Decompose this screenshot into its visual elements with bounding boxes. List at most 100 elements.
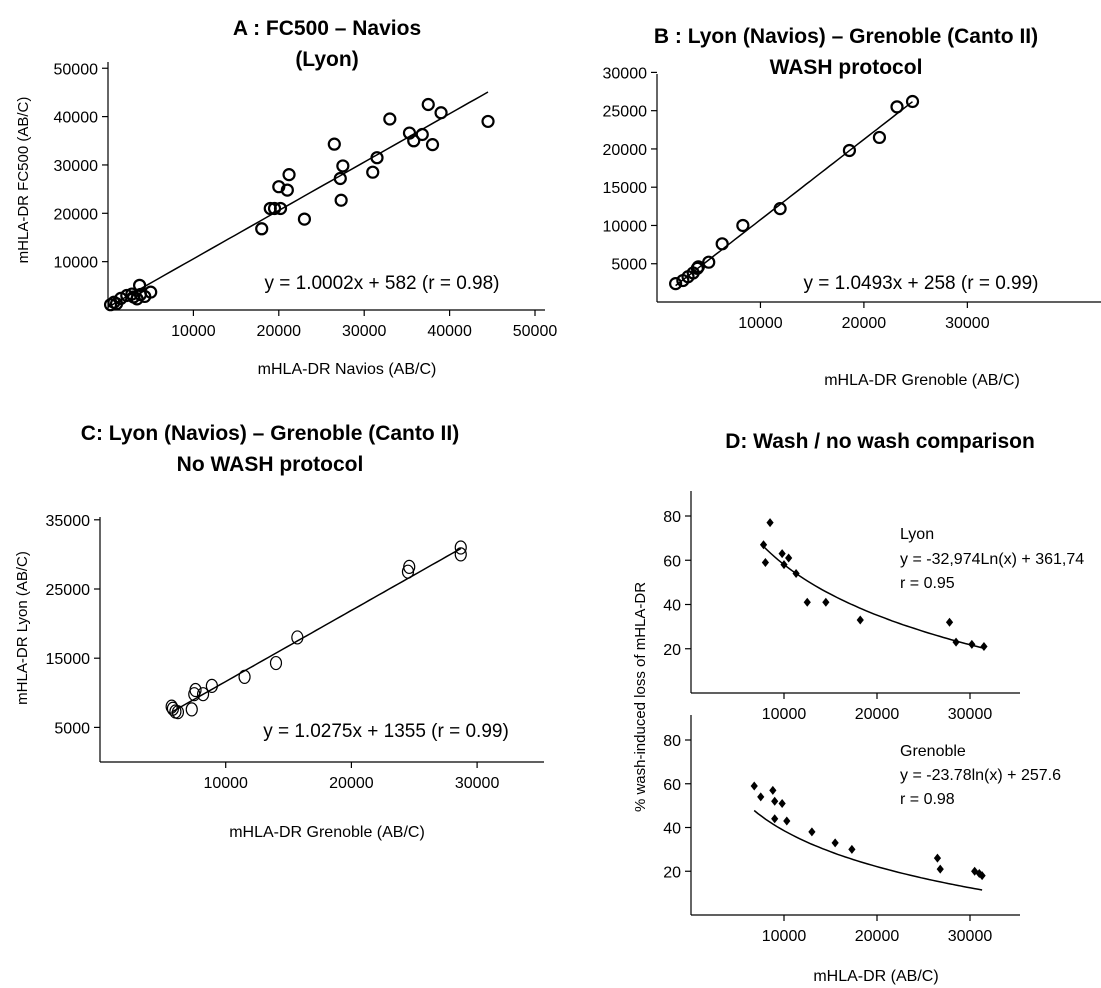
a-y-tick-label: 40000 <box>54 110 99 127</box>
d0-y-tick-label: 40 <box>663 598 681 615</box>
b-y-tick-label: 10000 <box>603 218 648 235</box>
data-point <box>831 838 839 848</box>
c-y-tick-label: 15000 <box>46 651 91 668</box>
panel-c-x-label: mHLA-DR Grenoble (AB/C) <box>229 824 425 841</box>
a-y-tick-label: 30000 <box>54 158 99 175</box>
b-y-tick-label: 5000 <box>611 257 647 274</box>
data-point <box>808 827 816 837</box>
data-point <box>366 165 380 179</box>
data-point <box>980 642 988 652</box>
a-x-tick-label: 20000 <box>257 323 302 340</box>
data-point <box>778 549 786 559</box>
panel-d: D: Wash / no wash comparison % wash-indu… <box>632 430 1084 985</box>
panel-c-subtitle: No WASH protocol <box>177 453 364 476</box>
data-point <box>890 100 904 114</box>
data-point <box>669 277 683 291</box>
data-point <box>481 114 495 129</box>
data-point <box>842 143 857 158</box>
data-point <box>273 201 288 216</box>
data-point <box>370 151 384 165</box>
panel-c: C: Lyon (Navios) – Grenoble (Canto II) N… <box>14 422 544 841</box>
panel-a-y-label: mHLA-DR FC500 (AB/C) <box>15 97 32 264</box>
panel-c-equation: y = 1.0275x + 1355 (r = 0.99) <box>263 721 509 742</box>
data-point <box>952 637 960 647</box>
d0-x-tick-label: 30000 <box>948 706 993 723</box>
data-point <box>434 106 448 120</box>
data-point <box>415 127 429 142</box>
data-point <box>238 669 251 684</box>
c-x-tick-label: 20000 <box>329 775 374 792</box>
data-point <box>968 639 976 649</box>
data-point <box>383 112 397 126</box>
b-fit-line <box>675 101 913 287</box>
panel-d-top-r: r = 0.95 <box>900 575 955 592</box>
panel-d-top-equation: y = -32,974Ln(x) + 361,74 <box>900 551 1084 568</box>
panel-d-bottom-r: r = 0.98 <box>900 791 955 808</box>
data-point <box>189 682 202 698</box>
panel-a-x-label: mHLA-DR Navios (AB/C) <box>258 361 437 378</box>
panel-a-equation: y = 1.0002x + 582 (r = 0.98) <box>264 273 499 294</box>
a-y-tick-label: 50000 <box>54 61 99 78</box>
data-point <box>872 130 887 145</box>
panel-a-subtitle: (Lyon) <box>295 48 358 71</box>
data-point <box>702 255 716 269</box>
a-x-tick-label: 10000 <box>171 323 216 340</box>
data-point <box>255 222 269 236</box>
data-point <box>421 97 435 112</box>
data-point <box>205 678 218 693</box>
b-y-tick-label: 20000 <box>603 142 648 159</box>
data-point <box>132 278 147 292</box>
data-point <box>769 785 777 795</box>
b-x-tick-label: 20000 <box>842 315 887 332</box>
data-point <box>297 212 312 226</box>
panel-d-title: D: Wash / no wash comparison <box>725 430 1035 453</box>
data-point <box>185 702 198 717</box>
data-point <box>933 853 942 863</box>
data-point <box>975 868 983 878</box>
data-point <box>171 705 185 720</box>
data-point <box>771 814 779 824</box>
data-point <box>771 796 779 806</box>
a-fit-line <box>107 91 489 308</box>
d1-y-tick-label: 60 <box>663 777 681 794</box>
data-point <box>792 569 800 579</box>
data-point <box>196 687 210 702</box>
data-point <box>945 617 954 627</box>
panel-d-bottom-equation: y = -23.78ln(x) + 257.6 <box>900 767 1061 784</box>
d1-y-tick-label: 80 <box>663 733 681 750</box>
a-y-tick-label: 10000 <box>54 255 99 272</box>
panel-d-x-label: mHLA-DR (AB/C) <box>813 968 938 985</box>
data-point <box>978 871 986 881</box>
panel-a-title: A : FC500 – Navios <box>233 17 421 40</box>
data-point <box>282 168 296 182</box>
d0-y-tick-label: 80 <box>663 509 681 526</box>
data-point <box>327 137 341 151</box>
data-point <box>454 540 467 555</box>
data-point <box>269 655 283 671</box>
d0-y-tick-label: 20 <box>663 642 681 659</box>
data-point <box>454 547 467 562</box>
data-point <box>280 183 294 197</box>
panel-a: A : FC500 – Navios (Lyon) mHLA-DR FC500 … <box>15 17 557 378</box>
data-point <box>336 159 350 173</box>
data-point <box>425 138 440 152</box>
data-point <box>856 615 864 625</box>
d0-fit-line <box>762 545 985 650</box>
panel-b-x-label: mHLA-DR Grenoble (AB/C) <box>824 372 1020 389</box>
c-x-tick-label: 10000 <box>203 775 248 792</box>
b-x-tick-label: 30000 <box>945 315 990 332</box>
a-y-tick-label: 20000 <box>54 206 99 223</box>
d1-fit-line <box>753 809 983 891</box>
b-y-tick-label: 25000 <box>603 104 648 121</box>
panel-b-equation: y = 1.0493x + 258 (r = 0.99) <box>803 273 1038 294</box>
data-point <box>778 798 786 808</box>
panel-c-y-label: mHLA-DR Lyon (AB/C) <box>14 551 31 705</box>
d1-y-tick-label: 40 <box>663 821 681 838</box>
data-point <box>407 134 421 148</box>
data-point <box>757 792 765 802</box>
d1-x-tick-label: 10000 <box>762 928 807 945</box>
panel-d-bottom-series-name: Grenoble <box>900 743 966 760</box>
d1-x-tick-label: 30000 <box>948 928 993 945</box>
data-point <box>267 201 282 216</box>
